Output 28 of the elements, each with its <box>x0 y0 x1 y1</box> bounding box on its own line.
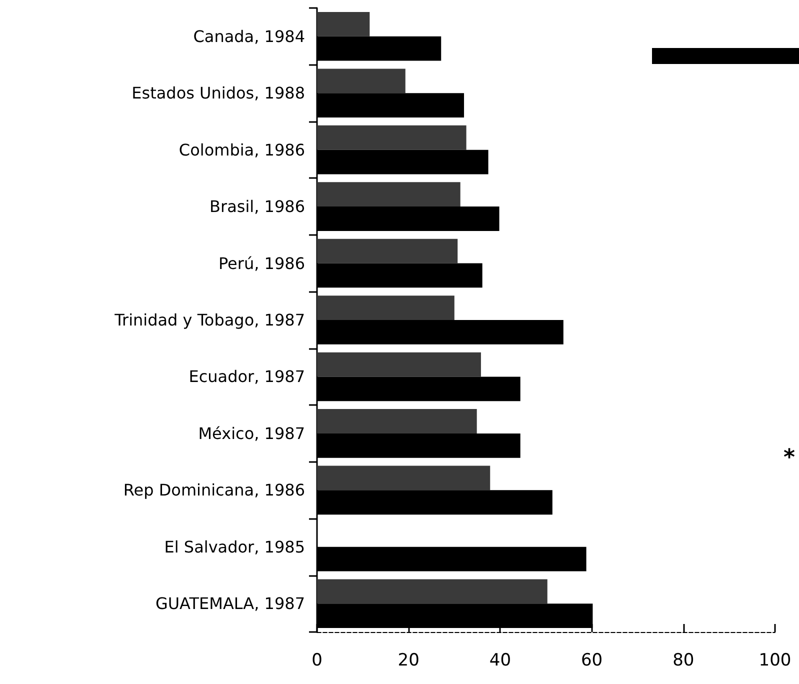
bar <box>317 409 477 434</box>
x-tick-label: 40 <box>489 650 512 670</box>
x-tick-label: 80 <box>672 650 694 670</box>
x-tick-label: 0 <box>312 650 322 670</box>
y-tick-label: Trinidad y Tobago, 1987 <box>114 310 305 330</box>
y-tick-label: Ecuador, 1987 <box>188 367 305 386</box>
bar <box>317 68 406 94</box>
x-tick-label: 60 <box>580 650 603 670</box>
bar <box>317 296 454 320</box>
bar <box>317 579 548 604</box>
bar <box>317 238 458 264</box>
y-tick-label: México, 1987 <box>198 424 305 443</box>
y-tick-label: Perú, 1986 <box>218 254 305 273</box>
y-tick-label: El Salvador, 1985 <box>164 537 305 556</box>
bar <box>317 125 466 150</box>
bar <box>317 12 370 36</box>
y-tick-label: Canada, 1984 <box>193 26 305 46</box>
bar <box>317 352 481 377</box>
bar <box>317 466 490 490</box>
y-tick-label: Estados Unidos, 1988 <box>132 84 305 103</box>
y-tick-label: GUATEMALA, 1987 <box>155 594 305 614</box>
y-tick-label: Colombia, 1986 <box>178 140 305 160</box>
bar <box>317 182 460 207</box>
x-tick-label: 100 <box>758 650 792 670</box>
text: * <box>783 446 796 470</box>
y-tick-label: Brasil, 1986 <box>210 197 305 216</box>
x-tick-label: 20 <box>398 650 420 670</box>
y-tick-label: Rep Dominicana, 1986 <box>123 480 305 500</box>
